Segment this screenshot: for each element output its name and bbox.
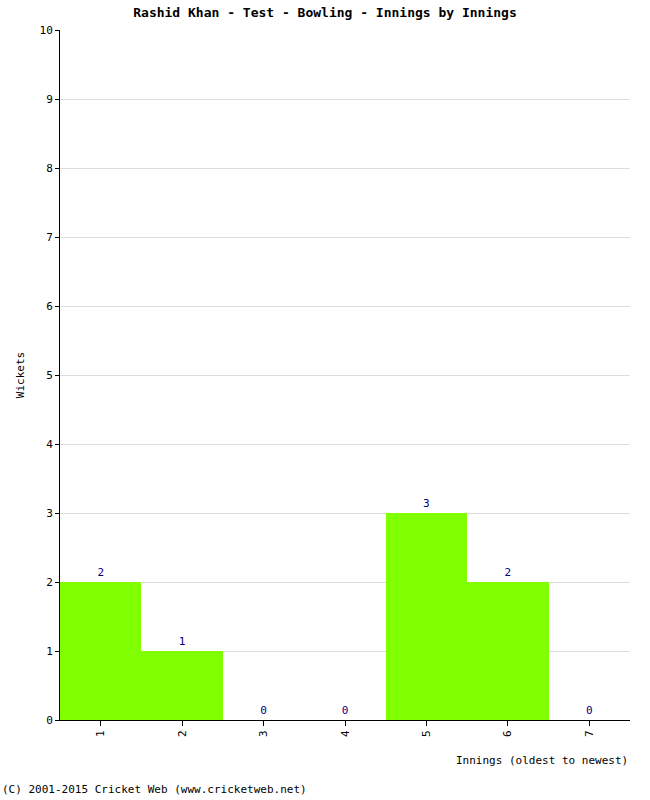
svg-text:3: 3 xyxy=(257,730,270,737)
svg-text:3: 3 xyxy=(423,497,430,510)
svg-text:5: 5 xyxy=(46,369,53,382)
svg-text:5: 5 xyxy=(420,730,433,737)
svg-text:10: 10 xyxy=(40,24,53,37)
svg-text:0: 0 xyxy=(46,714,53,727)
svg-text:4: 4 xyxy=(46,438,53,451)
svg-text:Wickets: Wickets xyxy=(14,352,27,398)
svg-text:8: 8 xyxy=(46,162,53,175)
svg-text:9: 9 xyxy=(46,93,53,106)
svg-text:1: 1 xyxy=(46,645,53,658)
svg-text:6: 6 xyxy=(501,730,514,737)
svg-text:2: 2 xyxy=(505,566,512,579)
svg-text:2: 2 xyxy=(46,576,53,589)
svg-text:0: 0 xyxy=(260,704,267,717)
svg-text:6: 6 xyxy=(46,300,53,313)
svg-text:(C) 2001-2015 Cricket Web (www: (C) 2001-2015 Cricket Web (www.cricketwe… xyxy=(2,783,307,796)
svg-text:0: 0 xyxy=(342,704,349,717)
svg-text:4: 4 xyxy=(339,730,352,737)
svg-text:7: 7 xyxy=(583,730,596,737)
svg-text:7: 7 xyxy=(46,231,53,244)
svg-text:Rashid Khan - Test - Bowling -: Rashid Khan - Test - Bowling - Innings b… xyxy=(133,5,517,20)
svg-text:2: 2 xyxy=(176,730,189,737)
svg-text:3: 3 xyxy=(46,507,53,520)
svg-text:1: 1 xyxy=(94,730,107,737)
svg-text:0: 0 xyxy=(586,704,593,717)
svg-text:Innings (oldest to newest): Innings (oldest to newest) xyxy=(456,754,628,767)
svg-text:2: 2 xyxy=(97,566,104,579)
svg-text:1: 1 xyxy=(179,635,186,648)
